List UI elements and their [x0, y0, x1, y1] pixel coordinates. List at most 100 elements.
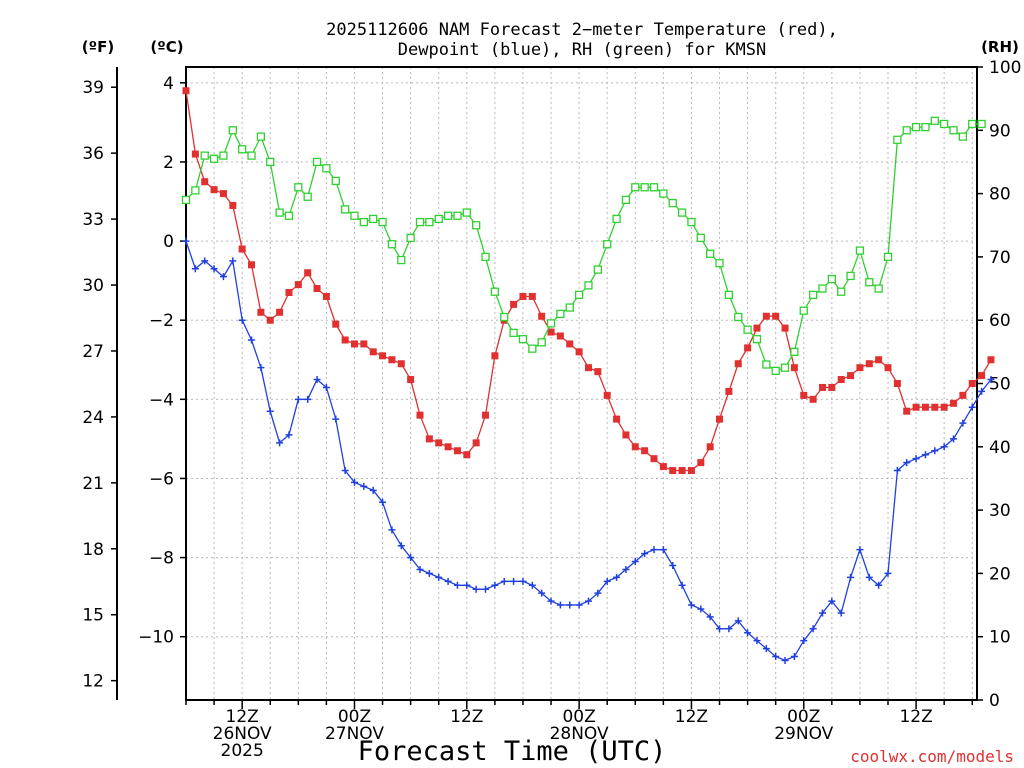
rh-point: [743, 325, 752, 334]
rh-point: [902, 126, 911, 135]
rh-point: [706, 249, 715, 258]
dewpoint-point: [828, 597, 836, 605]
x-tick-label: 2025: [221, 741, 264, 761]
rh-point: [930, 116, 939, 125]
dewpoint-point: [865, 573, 873, 581]
dewpoint-point: [650, 546, 658, 554]
rh-point: [883, 252, 893, 262]
dewpoint-point: [940, 443, 948, 451]
rh-point: [808, 290, 818, 300]
temperature-point: [519, 292, 527, 300]
dewpoint-point: [463, 581, 471, 589]
temperature-point: [921, 403, 929, 411]
temperature-point: [276, 308, 284, 316]
x-tick-label: 12Z: [226, 707, 259, 727]
fahrenheit-tick-label: 27: [82, 342, 104, 362]
dewpoint-point: [519, 577, 527, 585]
dewpoint-point: [482, 585, 490, 593]
celsius-tick-label: 0: [163, 232, 174, 252]
temperature-point: [847, 372, 855, 380]
dewpoint-point: [453, 581, 461, 589]
temperature-point: [350, 340, 358, 348]
temperature-point: [950, 399, 958, 407]
rh-point: [256, 132, 266, 141]
dewpoint-point: [294, 395, 302, 403]
rh-point: [921, 122, 930, 132]
dewpoint-point: [800, 637, 808, 645]
temperature-point: [444, 443, 452, 451]
chart-title-line2: Dewpoint (blue), RH (green) for KMSN: [398, 40, 766, 60]
dewpoint-point: [575, 601, 583, 609]
celsius-tick-label: −2: [149, 311, 174, 331]
fahrenheit-tick-label: 39: [82, 78, 104, 98]
dewpoint-point: [931, 447, 939, 455]
rh-point: [537, 338, 546, 347]
rh-point: [677, 208, 687, 217]
rh-point: [659, 189, 668, 198]
dewpoint-point: [397, 542, 405, 550]
rh-point: [228, 126, 237, 135]
temperature-point: [725, 387, 733, 395]
rh-point: [284, 211, 294, 220]
dewpoint-point: [350, 478, 358, 486]
dewpoint-point: [266, 407, 274, 415]
rh-point: [509, 328, 518, 338]
rh-point: [855, 246, 865, 255]
temperature-point: [304, 269, 312, 277]
dewpoint-point: [276, 439, 284, 447]
rh-point: [340, 205, 350, 214]
rh-tick-label: 90: [989, 121, 1011, 141]
dewpoint-point: [444, 577, 452, 585]
rh-point: [490, 287, 500, 296]
temperature-point: [238, 245, 246, 253]
rh-unit-label: (RH): [981, 38, 1019, 56]
temperature-point: [566, 340, 574, 348]
temperature-point: [837, 376, 845, 384]
rh-point: [949, 126, 958, 135]
rh-point: [415, 217, 425, 227]
temperature-point: [669, 467, 677, 475]
temperature-point: [790, 364, 798, 372]
rh-point: [865, 278, 874, 287]
rh-tick-label: 0: [989, 691, 1000, 711]
temperature-point: [453, 447, 461, 455]
rh-tick-label: 80: [989, 185, 1011, 205]
rh-point: [593, 265, 602, 274]
dewpoint-point: [678, 581, 686, 589]
grid-lines: [186, 67, 977, 700]
dewpoint-point: [725, 625, 733, 633]
rh-tick-label: 40: [989, 438, 1011, 458]
rh-point: [238, 145, 247, 154]
temperature-point: [650, 455, 658, 463]
x-axis-title: Forecast Time (UTC): [358, 736, 667, 767]
dewpoint-point: [697, 605, 705, 613]
rh-tick-label: 100: [989, 58, 1021, 78]
temperature-point: [734, 360, 742, 368]
temperature-point: [556, 332, 564, 340]
dewpoint-point: [790, 652, 798, 660]
temperature-point: [397, 360, 405, 368]
temperature-point: [482, 411, 490, 419]
rh-point: [387, 240, 397, 249]
dewpoint-point: [182, 237, 190, 245]
rh-point: [359, 217, 368, 227]
dewpoint-point: [744, 629, 752, 637]
celsius-tick-label: 2: [163, 153, 174, 173]
rh-tick-label: 70: [989, 248, 1011, 268]
rh-point: [453, 211, 462, 220]
temperature-point: [678, 467, 686, 475]
dewpoint-point: [594, 589, 602, 597]
rh-tick-label: 20: [989, 564, 1011, 584]
temperature-point: [753, 324, 761, 332]
dewpoint-point: [369, 486, 377, 494]
temperature-point: [528, 292, 536, 300]
temperature-point: [322, 292, 330, 300]
dewpoint-point: [388, 526, 396, 534]
temperature-point: [584, 364, 592, 372]
dewpoint-point: [257, 364, 265, 372]
celsius-tick-label: 4: [163, 74, 174, 94]
dewpoint-point: [875, 581, 883, 589]
dewpoint-point: [856, 546, 864, 554]
dewpoint-point: [313, 376, 321, 384]
